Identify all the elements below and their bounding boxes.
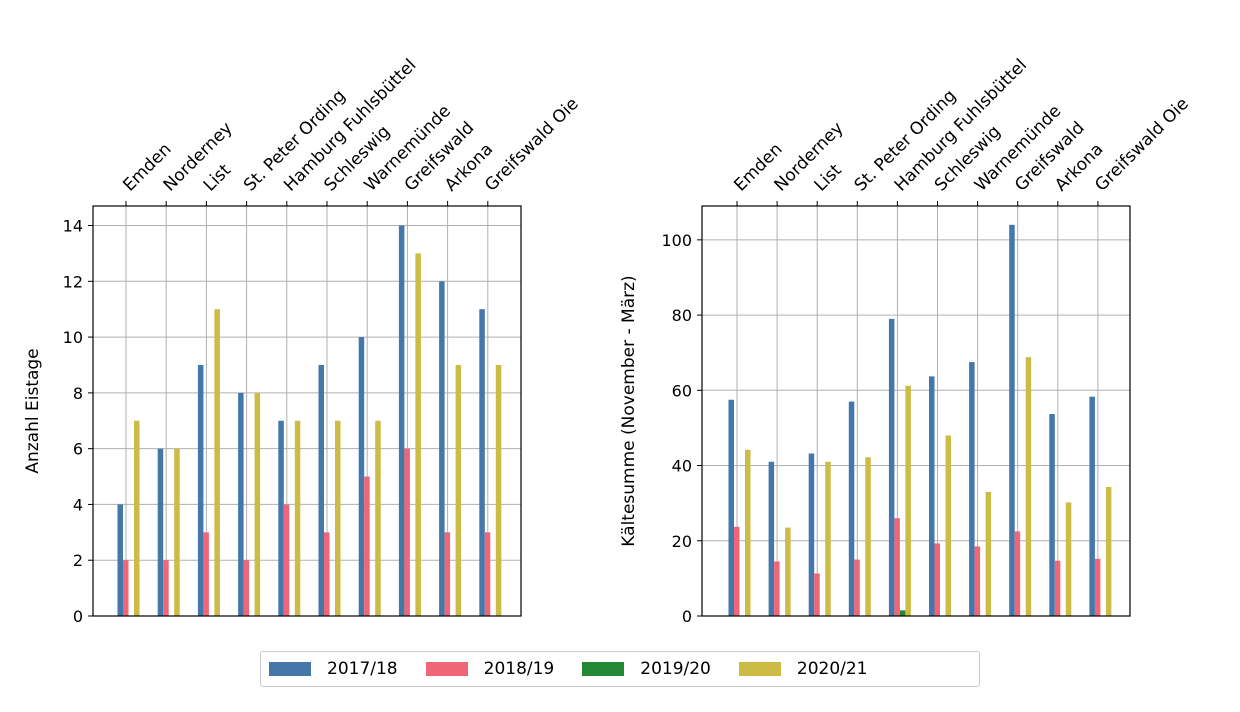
legend-swatch-2020-21 — [738, 662, 781, 676]
bar-2020-21-greifswald-oie — [1105, 486, 1112, 616]
bar-2017-18-emden — [728, 399, 734, 616]
bar-2017-18-arkona — [439, 281, 445, 616]
y-tick-label: 10 — [63, 328, 83, 347]
y-tick-label: 14 — [63, 217, 83, 236]
bar-2018-19-norderney — [163, 560, 169, 616]
bar-2018-19-emden — [123, 560, 129, 616]
bar-2018-19-warnemunde — [974, 546, 981, 616]
y-tick-label: 4 — [73, 495, 83, 514]
bar-2018-19-schleswig — [324, 532, 330, 616]
bar-2020-21-greifswald — [415, 253, 421, 616]
bar-2017-18-greifswald — [1009, 224, 1015, 616]
bar-2020-21-st-peter-ording — [865, 457, 871, 616]
legend-swatch-2017-18 — [269, 662, 311, 676]
bar-2018-19-warnemunde — [364, 476, 370, 616]
bar-2020-21-hamburg-fuhlsbuttel — [294, 420, 301, 616]
bar-2020-21-list — [214, 309, 220, 616]
bar-2020-21-norderney — [785, 527, 791, 616]
bar-2018-19-greifswald — [1014, 531, 1021, 616]
bar-2017-18-hamburg-fuhlsbuttel — [278, 420, 284, 616]
bar-2020-21-schleswig — [335, 420, 341, 616]
y-axis-label: Kältesumme (November - März) — [619, 275, 639, 546]
bar-2020-21-warnemunde — [375, 420, 381, 616]
bar-2020-21-greifswald-oie — [495, 364, 502, 616]
legend-swatch-2019-20 — [582, 662, 625, 676]
x-tick-label-greifswald-oie: Greifswald Oie — [1091, 94, 1193, 196]
bar-2018-19-schleswig — [934, 543, 940, 616]
y-tick-label: 8 — [73, 384, 83, 403]
bar-2020-21-warnemunde — [985, 491, 992, 616]
bar-2018-19-st-peter-ording — [243, 560, 250, 616]
bar-2020-21-arkona — [455, 364, 462, 616]
legend-item-2018-19: 2018/19 — [425, 659, 555, 679]
bar-2018-19-hamburg-fuhlsbuttel — [894, 518, 900, 616]
bar-2018-19-hamburg-fuhlsbuttel — [283, 504, 290, 616]
bar-2018-19-st-peter-ording — [854, 559, 860, 616]
x-tick-label-list: List — [200, 160, 235, 195]
bar-2017-18-st-peter-ording — [238, 392, 244, 616]
bar-2020-21-norderney — [174, 448, 180, 616]
axes-frame — [92, 205, 522, 617]
bar-2018-19-list — [203, 532, 209, 616]
bar-2018-19-greifswald — [404, 448, 410, 616]
legend-item-2019-20: 2019/20 — [582, 659, 711, 679]
y-tick-label: 12 — [63, 272, 83, 291]
bar-2017-18-warnemunde — [358, 337, 365, 616]
legend-item-2017-18: 2017/18 — [269, 659, 398, 679]
y-tick-label: 6 — [73, 440, 83, 459]
y-tick-label: 60 — [672, 381, 692, 400]
legend-label-2017-18: 2017/18 — [327, 659, 398, 679]
bar-2019-20-hamburg-fuhlsbuttel — [899, 610, 906, 616]
bar-2020-21-emden — [134, 420, 140, 616]
bar-2017-18-greifswald-oie — [1089, 396, 1095, 616]
bar-2018-19-emden — [734, 526, 740, 616]
y-tick-label: 80 — [672, 306, 692, 325]
y-tick-label: 0 — [73, 607, 83, 626]
legend-swatch-2018-19 — [425, 662, 468, 676]
bar-2017-18-list — [808, 453, 815, 616]
legend: 2017/18 2018/19 2019/20 2020/21 — [260, 651, 980, 687]
bar-2017-18-emden — [117, 504, 123, 616]
bar-2020-21-schleswig — [945, 435, 951, 616]
bar-2017-18-st-peter-ording — [848, 401, 855, 616]
legend-item-2020-21: 2020/21 — [738, 659, 868, 679]
bar-2018-19-norderney — [774, 561, 780, 616]
bar-2017-18-greifswald-oie — [479, 309, 485, 616]
bar-2020-21-list — [825, 461, 831, 616]
bar-2017-18-warnemunde — [969, 362, 975, 616]
bar-2017-18-norderney — [157, 448, 164, 616]
bar-2017-18-schleswig — [929, 376, 935, 616]
bar-2020-21-arkona — [1065, 502, 1072, 616]
x-tick-label-greifswald-oie: Greifswald Oie — [481, 94, 583, 196]
bar-2017-18-hamburg-fuhlsbuttel — [888, 318, 895, 616]
bar-2018-19-greifswald-oie — [484, 532, 491, 616]
bar-2020-21-st-peter-ording — [254, 392, 261, 616]
legend-label-2020-21: 2020/21 — [796, 659, 868, 679]
axes-frame — [701, 205, 1131, 617]
bar-2018-19-greifswald-oie — [1094, 558, 1101, 616]
y-tick-label: 2 — [73, 551, 83, 570]
y-tick-label: 100 — [661, 231, 692, 250]
bar-2017-18-list — [197, 364, 204, 616]
y-axis-label: Anzahl Eistage — [23, 348, 43, 473]
bar-2018-19-arkona — [1054, 560, 1061, 616]
bar-2017-18-greifswald — [398, 225, 405, 616]
legend-label-2019-20: 2019/20 — [640, 659, 711, 679]
bar-2020-21-greifswald — [1025, 357, 1032, 616]
y-tick-label: 0 — [682, 607, 692, 626]
y-tick-label: 20 — [672, 532, 692, 551]
x-tick-label-list: List — [811, 160, 846, 195]
bar-2018-19-arkona — [444, 532, 451, 616]
bar-2017-18-arkona — [1049, 414, 1055, 616]
y-tick-label: 40 — [672, 457, 692, 476]
bar-2017-18-norderney — [768, 461, 775, 616]
bar-2020-21-emden — [745, 449, 751, 616]
legend-label-2018-19: 2018/19 — [483, 659, 555, 679]
bar-2018-19-list — [814, 573, 820, 616]
bar-2020-21-hamburg-fuhlsbuttel — [905, 385, 911, 616]
bar-2017-18-schleswig — [318, 364, 324, 616]
